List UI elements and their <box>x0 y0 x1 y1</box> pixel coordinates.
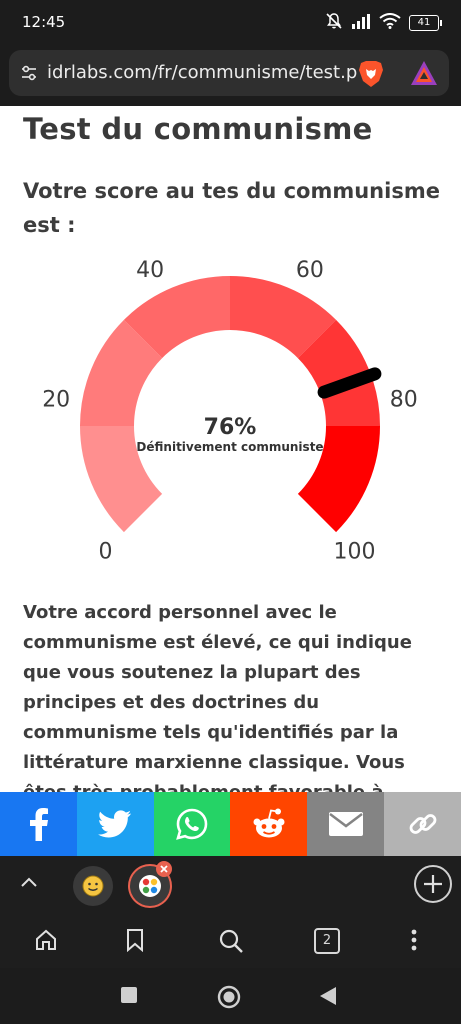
email-share-button[interactable] <box>307 792 385 856</box>
bookmark-icon[interactable] <box>124 928 146 956</box>
web-content: Test du communisme Votre score au tes du… <box>0 106 461 792</box>
facebook-share-button[interactable] <box>0 792 77 856</box>
facebook-icon <box>30 808 49 841</box>
close-tab-button[interactable] <box>156 861 172 877</box>
url-text[interactable]: idrlabs.com/fr/communisme/test.p <box>47 62 357 83</box>
gauge-segment <box>123 276 230 359</box>
page-title: Test du communisme <box>23 112 373 146</box>
close-icon <box>160 865 168 873</box>
brave-rewards-icon[interactable] <box>410 60 438 90</box>
status-time: 12:45 <box>22 13 66 31</box>
status-bar: 12:45 41 <box>0 0 461 44</box>
share-bar <box>0 792 461 856</box>
gauge-segments <box>80 276 380 533</box>
link-icon <box>409 814 436 834</box>
gauge-tick-label: 100 <box>334 540 376 565</box>
score-gauge: 0 20 40 60 80 100 76% Définitivement communis… <box>0 256 461 576</box>
emoji-favicon-icon <box>82 875 104 897</box>
gauge-segment <box>80 319 163 426</box>
gauge-segment <box>80 426 163 533</box>
site-settings-icon[interactable] <box>19 63 39 87</box>
gauge-ticks: 0 20 40 60 80 100 <box>42 258 418 564</box>
gauge-segment <box>297 426 380 533</box>
home-circle-icon[interactable] <box>217 985 241 1013</box>
battery-indicator: 41 <box>409 15 442 31</box>
gauge-tick-label: 60 <box>296 258 324 283</box>
whatsapp-icon <box>176 808 208 840</box>
status-icons: 41 <box>325 12 442 34</box>
chevron-up-icon[interactable] <box>18 872 40 898</box>
home-icon[interactable] <box>34 928 58 956</box>
gauge-needle <box>317 367 382 399</box>
result-description: Votre accord personnel avec le communism… <box>23 602 412 792</box>
signal-icon <box>351 13 371 33</box>
tab-thumbnail-1[interactable] <box>73 866 113 906</box>
gauge-segment <box>297 319 380 426</box>
tab-strip <box>0 856 461 916</box>
address-bar[interactable]: idrlabs.com/fr/communisme/test.p <box>9 50 449 96</box>
idrlabs-favicon-icon <box>139 875 161 897</box>
copy-link-button[interactable] <box>384 792 461 856</box>
reddit-share-button[interactable] <box>230 792 308 856</box>
mail-icon <box>328 812 363 836</box>
gauge-svg: 0 20 40 60 80 100 76% Définitivement communis… <box>42 258 418 564</box>
browser-toolbar: idrlabs.com/fr/communisme/test.p <box>0 44 461 106</box>
score-intro: Votre score au tes du communisme est : <box>23 179 440 237</box>
tab-count-button[interactable]: 2 <box>314 928 340 954</box>
more-menu-icon[interactable] <box>404 928 424 956</box>
wifi-icon <box>379 13 401 33</box>
gauge-caption: Définitivement communiste <box>136 440 323 454</box>
mute-notifications-icon <box>325 12 343 34</box>
gauge-segment <box>230 276 337 359</box>
twitter-share-button[interactable] <box>76 792 154 856</box>
gauge-tick-label: 20 <box>42 388 70 413</box>
system-navigation-bar <box>0 968 461 1024</box>
gauge-score-value: 76% <box>204 415 257 440</box>
search-icon[interactable] <box>218 928 244 958</box>
recent-apps-icon[interactable] <box>119 985 139 1009</box>
gauge-tick-label: 80 <box>390 388 418 413</box>
reddit-icon <box>253 808 285 838</box>
brave-shields-icon[interactable] <box>358 60 384 92</box>
gauge-tick-label: 0 <box>99 540 113 565</box>
twitter-icon <box>98 810 132 838</box>
bottom-toolbar: 2 <box>0 916 461 968</box>
new-tab-button[interactable] <box>414 865 452 903</box>
plus-icon <box>424 875 442 893</box>
whatsapp-share-button[interactable] <box>153 792 231 856</box>
back-icon[interactable] <box>318 985 338 1011</box>
gauge-tick-label: 40 <box>136 258 164 283</box>
